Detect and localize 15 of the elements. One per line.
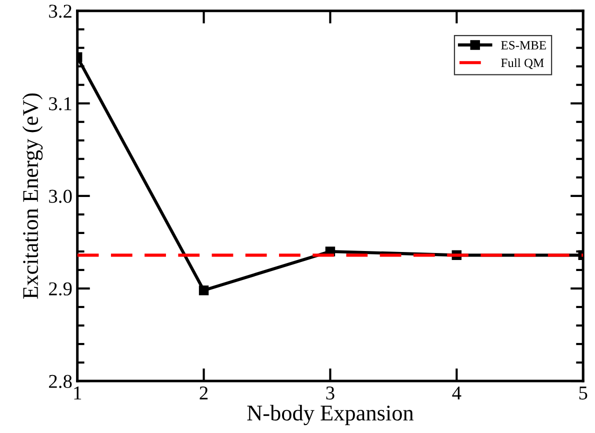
legend-label: Full QM [501, 58, 544, 70]
x-tick-label: 4 [452, 386, 462, 400]
y-tick-label: 2.9 [49, 282, 72, 296]
y-tick-label: 2.8 [49, 374, 72, 388]
y-axis-title: Excitation Energy (eV) [22, 93, 43, 299]
y-tick-label: 3.2 [49, 4, 72, 18]
x-axis-title: N-body Expansion [247, 404, 414, 426]
x-tick-label: 3 [326, 386, 334, 400]
y-tick-label: 3.1 [49, 97, 72, 110]
x-tick-label: 5 [579, 386, 588, 400]
point [198, 285, 209, 296]
legend-label: ES-MBE [501, 41, 546, 50]
x-tick-label: 2 [200, 386, 208, 400]
y-tick-label: 3.0 [49, 190, 72, 203]
x-tick-label: 1 [74, 386, 82, 400]
